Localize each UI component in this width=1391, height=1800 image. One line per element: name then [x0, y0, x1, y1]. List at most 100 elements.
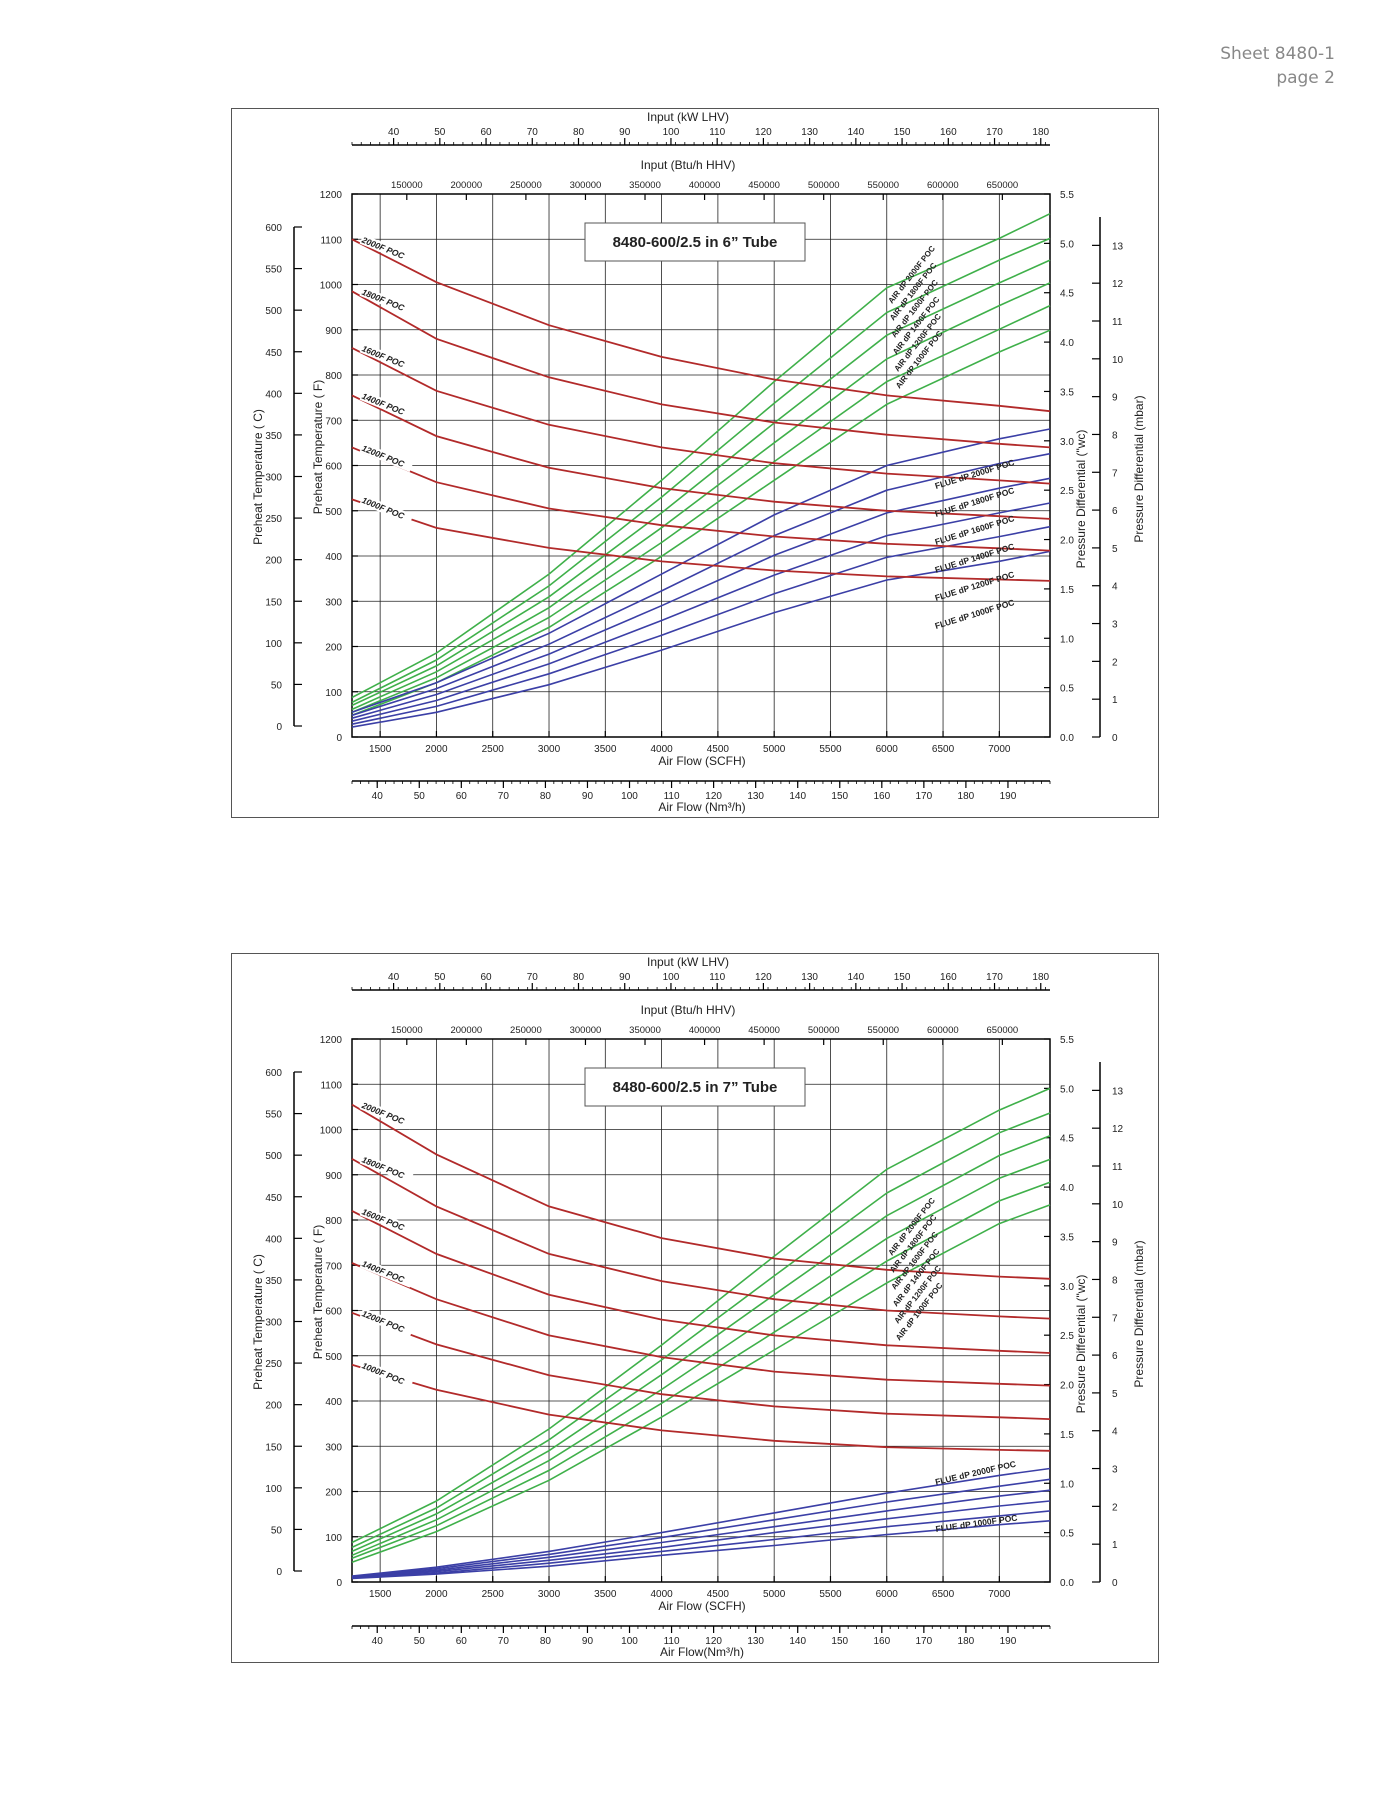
y-mbar-tick-label: 2: [1112, 1502, 1118, 1513]
chart-6in-tube: 1200 1100 1000 900 800 700 600 500 400 300 200 100 0…: [231, 108, 1159, 818]
preheat-label: 1400F POC: [361, 1258, 407, 1284]
x-scfh-tick-label: 4500: [707, 744, 730, 755]
grid: [352, 193, 1050, 738]
preheat-label-group: 1000F POC: [359, 494, 414, 525]
preheat-label-bg: [359, 390, 414, 420]
y-mbar-tick-label: 0: [1112, 733, 1118, 744]
y-wc-tick-label: 1.0: [1060, 1479, 1074, 1490]
preheat-label: 1000F POC: [361, 1360, 407, 1386]
y-mbar-tick-label: 1: [1112, 1540, 1118, 1551]
top-kw-tick-label: 180: [1032, 127, 1049, 138]
flue-dp-label: FLUE dP 1000F POC: [935, 1513, 1018, 1534]
top-btu-tick-label: 300000: [570, 180, 602, 191]
y-f-tick-label: 100: [325, 1533, 342, 1544]
preheat-line: [351, 290, 1051, 449]
bottom-nm3-tick-label: 180: [958, 1636, 975, 1647]
bottom-nm3-tick-label: 60: [456, 791, 468, 802]
top-kw-tick-label: 150: [894, 972, 911, 983]
y-wc-tick-label: 2.5: [1060, 486, 1074, 497]
x-scfh-tick-label: 3000: [538, 1589, 561, 1600]
flue-dp-line: [351, 502, 1051, 722]
x-scfh-tick-label: 5000: [763, 744, 786, 755]
bottom-nm3-tick-label: 70: [498, 1636, 510, 1647]
flue-dp-line: [351, 1500, 1051, 1579]
top-kw-tick-label: 50: [434, 127, 446, 138]
y-c-tick-label: 600: [265, 1068, 282, 1079]
y-c-tick-label: 400: [265, 389, 282, 400]
bottom-nm3-tick-label: 120: [705, 1636, 722, 1647]
flue-dp-line: [351, 452, 1051, 717]
top-btu-tick-label: 250000: [510, 1025, 542, 1036]
bottom-nm3-tick-label: 150: [831, 791, 848, 802]
top-kw-title: Input (kW LHV): [647, 110, 729, 124]
top-btu-tick-label: 300000: [570, 1025, 602, 1036]
flue-dp-line: [351, 428, 1051, 714]
y-wc-tick-label: 5.0: [1060, 239, 1074, 250]
top-btu-tick-label: 650000: [987, 180, 1019, 191]
top-btu-title: Input (Btu/h HHV): [641, 158, 736, 172]
preheat-line: [351, 446, 1051, 552]
bottom-nm3-tick-label: 160: [873, 791, 890, 802]
preheat-label-group: 1000F POC: [359, 1359, 414, 1390]
bottom-nm3-tick-label: 130: [747, 1636, 764, 1647]
preheat-label-bg: [359, 494, 414, 525]
x-scfh-tick-label: 3000: [538, 744, 561, 755]
y-f-tick-label: 1100: [320, 235, 342, 246]
x-scfh-tick-label: 5500: [819, 1589, 842, 1600]
preheat-label-group: 1600F POC: [359, 1206, 414, 1236]
top-kw-tick-label: 180: [1032, 972, 1049, 983]
y-c-tick-label: 500: [265, 1151, 282, 1162]
x-scfh-tick-label: 3500: [594, 744, 617, 755]
preheat-label: 1000F POC: [361, 495, 407, 521]
top-kw-tick-label: 80: [573, 972, 585, 983]
y-c-tick-label: 100: [265, 1484, 282, 1495]
flue-dp-line: [351, 477, 1051, 719]
y-c-tick-label: 0: [276, 722, 282, 733]
y-wc-tick-label: 4.5: [1060, 1134, 1074, 1145]
y-wc-tick-label: 4.0: [1060, 1183, 1074, 1194]
bottom-nm3-tick-label: 190: [1000, 1636, 1017, 1647]
x-scfh-tick-label: 5000: [763, 1589, 786, 1600]
flue-dp-label: FLUE dP 1200F POC: [934, 569, 1016, 603]
y-mbar-tick-label: 9: [1112, 1238, 1118, 1249]
top-kw-tick-label: 140: [848, 972, 865, 983]
plot-frame: [351, 1038, 1051, 1583]
y-f-tick-label: 600: [325, 462, 342, 473]
y-mbar-tick-label: 11: [1112, 317, 1123, 328]
y-f-tick-label: 1200: [320, 190, 343, 201]
y-wc-tick-label: 0.0: [1060, 1578, 1074, 1589]
y-f-tick-label: 200: [325, 643, 342, 654]
preheat-label-bg: [359, 342, 414, 373]
chart-title: 8480-600/2.5 in 7” Tube: [613, 1079, 778, 1096]
y-mbar-tick-label: 3: [1112, 620, 1118, 631]
y-mbar-tick-label: 6: [1112, 1351, 1118, 1362]
top-btu-title: Input (Btu/h HHV): [641, 1003, 736, 1017]
x-scfh-tick-label: 2500: [482, 744, 505, 755]
y-wc-tick-label: 5.5: [1060, 1035, 1074, 1046]
top-btu-tick-label: 500000: [808, 180, 840, 191]
y-f-tick-label: 400: [325, 1397, 342, 1408]
top-btu-tick-label: 450000: [748, 1025, 780, 1036]
y-c-tick-label: 0: [276, 1567, 282, 1578]
top-kw-tick-label: 70: [527, 127, 539, 138]
y-c-tick-label: 350: [265, 1276, 282, 1287]
y-mbar-tick-label: 1: [1112, 695, 1118, 706]
top-btu-tick-label: 400000: [689, 1025, 721, 1036]
air-dp-line: [351, 304, 1051, 714]
flue-dp-label: FLUE dP 1000F POC: [934, 597, 1016, 631]
y-mbar-tick-label: 7: [1112, 1313, 1118, 1324]
y-c-tick-label: 350: [265, 431, 282, 442]
preheat-label: 1200F POC: [361, 1308, 407, 1334]
air-dp-line: [351, 1158, 1051, 1557]
bottom-nm3-tick-label: 40: [372, 1636, 384, 1647]
x-scfh-tick-label: 4500: [707, 1589, 730, 1600]
right-mbar-title: Pressure Differential (mbar): [1132, 1240, 1146, 1387]
y-f-tick-label: 800: [325, 371, 342, 382]
sheet-number: Sheet 8480-1: [1220, 44, 1335, 64]
preheat-line: [351, 498, 1051, 582]
bottom-scfh-title: Air Flow (SCFH): [658, 1599, 745, 1613]
chart-title-box: [584, 1067, 806, 1107]
top-kw-tick-label: 170: [986, 972, 1003, 983]
y-c-tick-label: 200: [265, 1401, 282, 1412]
preheat-line: [351, 1363, 1051, 1452]
